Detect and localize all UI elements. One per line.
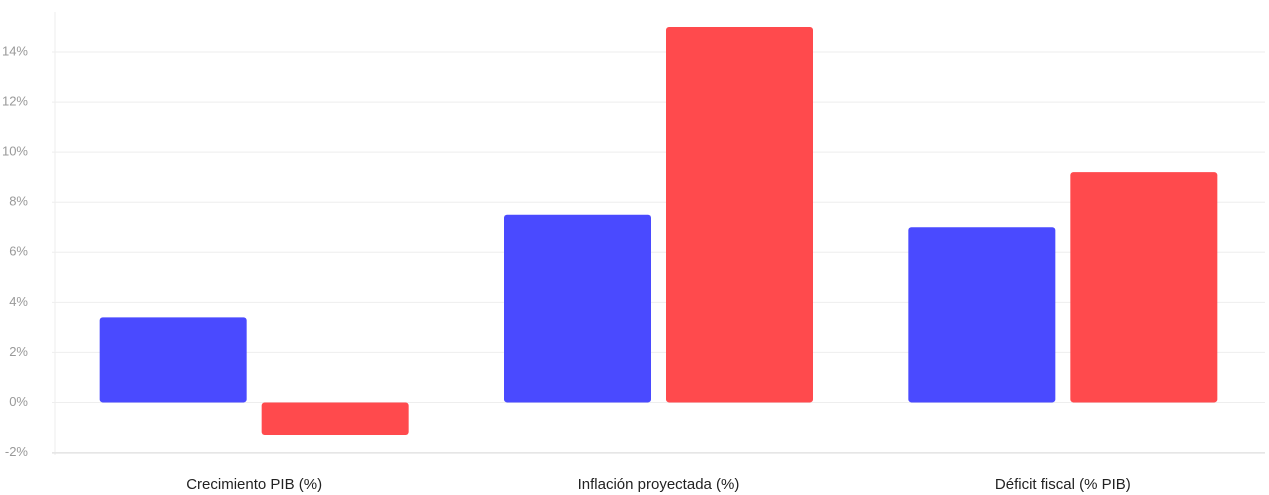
bar	[1070, 172, 1218, 403]
bar	[99, 317, 247, 403]
bar	[666, 27, 813, 403]
y-tick-label: 12%	[2, 94, 28, 109]
y-tick-label: 0%	[9, 394, 28, 409]
y-tick-label: 4%	[9, 294, 28, 309]
y-tick-label: 2%	[9, 344, 28, 359]
bar	[261, 402, 409, 435]
x-tick-label: Inflación proyectada (%)	[578, 476, 740, 493]
y-tick-label: 6%	[9, 244, 28, 259]
y-tick-label: -2%	[5, 444, 29, 459]
bar	[504, 214, 651, 403]
x-tick-label: Crecimiento PIB (%)	[186, 476, 322, 493]
y-tick-label: 8%	[9, 194, 28, 209]
y-tick-label: 10%	[2, 144, 28, 159]
bar	[908, 227, 1056, 403]
x-tick-label: Déficit fiscal (% PIB)	[995, 476, 1131, 493]
y-tick-label: 14%	[2, 43, 28, 58]
